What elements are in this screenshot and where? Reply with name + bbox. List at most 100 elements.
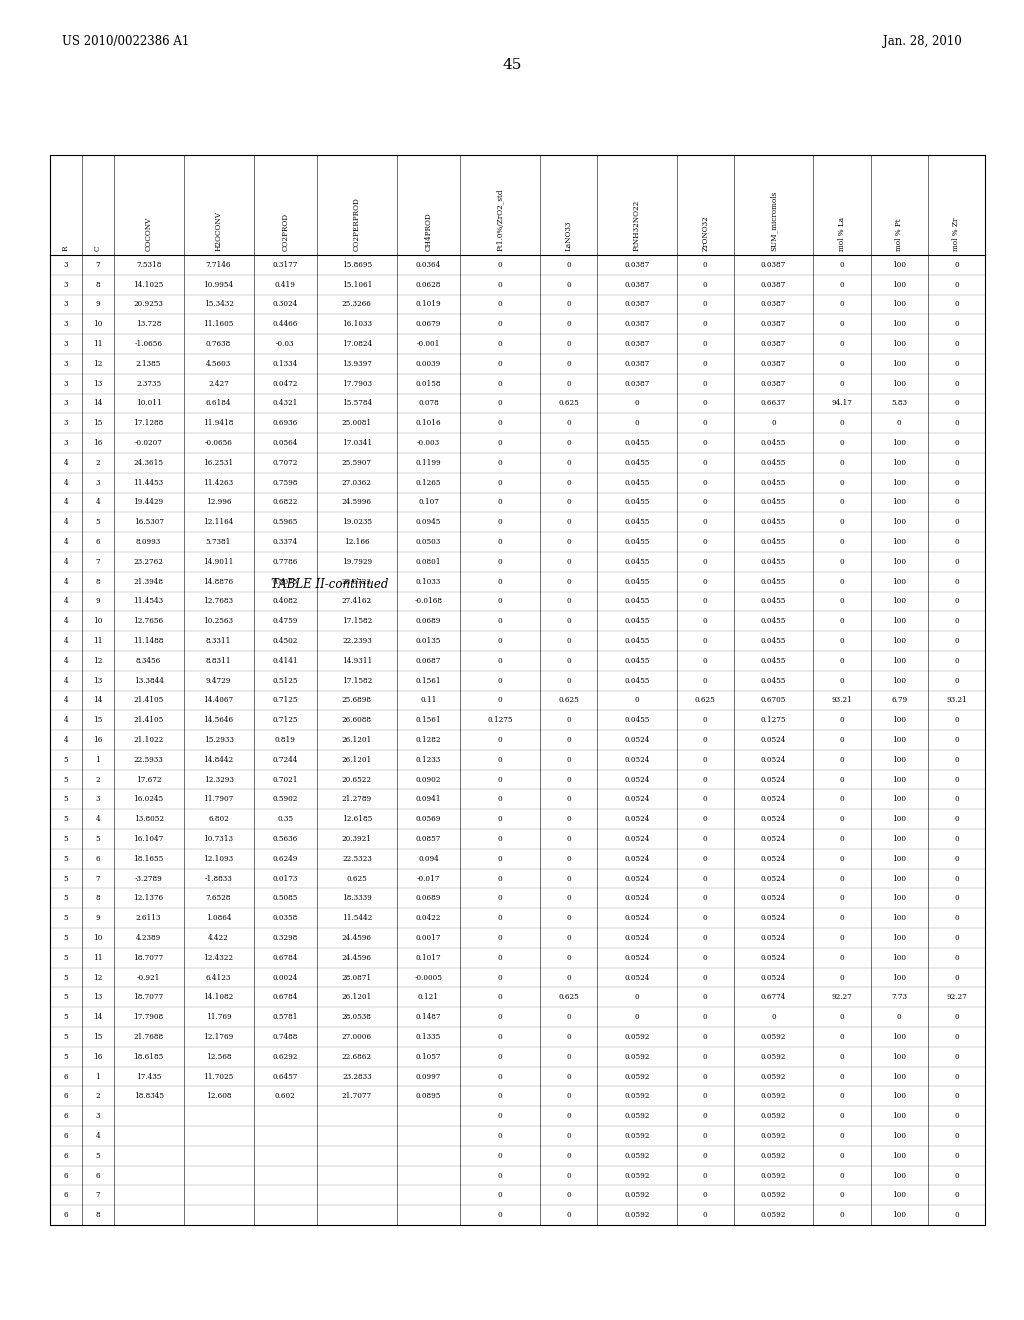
Text: 0: 0 xyxy=(702,1133,708,1140)
Text: 0: 0 xyxy=(566,1073,570,1081)
Text: 93.21: 93.21 xyxy=(946,697,967,705)
Text: 0: 0 xyxy=(840,261,844,269)
Text: 0: 0 xyxy=(702,895,708,903)
Text: 5: 5 xyxy=(63,1034,69,1041)
Text: 0: 0 xyxy=(954,420,958,428)
Text: 100: 100 xyxy=(892,717,906,725)
Text: 0.0592: 0.0592 xyxy=(624,1053,649,1061)
Text: 0: 0 xyxy=(954,558,958,566)
Text: 0: 0 xyxy=(954,717,958,725)
Text: -0.03: -0.03 xyxy=(276,341,295,348)
Text: 6: 6 xyxy=(63,1152,69,1160)
Text: 14: 14 xyxy=(93,1014,102,1022)
Text: 0: 0 xyxy=(840,499,844,507)
Text: 0.0592: 0.0592 xyxy=(624,1073,649,1081)
Text: 6: 6 xyxy=(63,1113,69,1121)
Text: 0: 0 xyxy=(566,1014,570,1022)
Text: 15.1061: 15.1061 xyxy=(342,281,372,289)
Text: 0: 0 xyxy=(702,400,708,408)
Text: 3: 3 xyxy=(63,281,69,289)
Text: 0.1233: 0.1233 xyxy=(416,756,441,764)
Text: 0.0387: 0.0387 xyxy=(761,261,786,269)
Text: 0.0524: 0.0524 xyxy=(761,756,786,764)
Text: 0.7125: 0.7125 xyxy=(272,717,298,725)
Text: 0.0387: 0.0387 xyxy=(625,301,649,309)
Text: 0: 0 xyxy=(566,1172,570,1180)
Text: 4: 4 xyxy=(63,677,69,685)
Text: 22.5323: 22.5323 xyxy=(342,855,372,863)
Text: 12.4322: 12.4322 xyxy=(204,954,233,962)
Text: 0.6249: 0.6249 xyxy=(272,855,298,863)
Text: 0.0387: 0.0387 xyxy=(625,380,649,388)
Text: 12.996: 12.996 xyxy=(206,499,231,507)
Text: 18.7077: 18.7077 xyxy=(133,994,164,1002)
Text: 0: 0 xyxy=(702,796,708,804)
Text: Pt1.0%/ZrO2_std: Pt1.0%/ZrO2_std xyxy=(496,189,504,251)
Text: 0: 0 xyxy=(566,1192,570,1200)
Text: 0.0689: 0.0689 xyxy=(416,618,441,626)
Text: 14.1025: 14.1025 xyxy=(133,281,164,289)
Text: 17.435: 17.435 xyxy=(136,1073,161,1081)
Text: 0: 0 xyxy=(954,380,958,388)
Text: 5: 5 xyxy=(63,954,69,962)
Text: 0: 0 xyxy=(566,895,570,903)
Text: 100: 100 xyxy=(892,1172,906,1180)
Text: 0: 0 xyxy=(566,321,570,329)
Text: 21.4105: 21.4105 xyxy=(133,717,164,725)
Text: 12.568: 12.568 xyxy=(206,1053,231,1061)
Text: 12.1376: 12.1376 xyxy=(133,895,164,903)
Text: 92.27: 92.27 xyxy=(831,994,852,1002)
Text: 0: 0 xyxy=(498,261,503,269)
Text: 7: 7 xyxy=(95,875,100,883)
Text: 100: 100 xyxy=(892,459,906,467)
Text: 10.7313: 10.7313 xyxy=(204,836,233,843)
Text: 0: 0 xyxy=(498,915,503,923)
Text: 0.0997: 0.0997 xyxy=(416,1073,441,1081)
Text: 0: 0 xyxy=(566,677,570,685)
Text: 5: 5 xyxy=(63,974,69,982)
Text: 0: 0 xyxy=(566,1034,570,1041)
Text: 0: 0 xyxy=(954,756,958,764)
Text: 0.0592: 0.0592 xyxy=(761,1113,786,1121)
Text: -0.921: -0.921 xyxy=(137,974,161,982)
Text: 9: 9 xyxy=(95,301,100,309)
Text: 0: 0 xyxy=(635,1014,639,1022)
Text: 0: 0 xyxy=(840,578,844,586)
Text: 0: 0 xyxy=(840,1192,844,1200)
Text: 0: 0 xyxy=(566,1152,570,1160)
Text: 0: 0 xyxy=(702,281,708,289)
Text: 0.0387: 0.0387 xyxy=(625,341,649,348)
Text: 0.6774: 0.6774 xyxy=(761,994,786,1002)
Text: 0: 0 xyxy=(566,638,570,645)
Text: 28.0538: 28.0538 xyxy=(342,1014,372,1022)
Text: 11.769: 11.769 xyxy=(206,1014,231,1022)
Text: 0: 0 xyxy=(840,915,844,923)
Text: 18.1655: 18.1655 xyxy=(133,855,164,863)
Text: 0.1282: 0.1282 xyxy=(416,737,441,744)
Text: 0.0689: 0.0689 xyxy=(416,895,441,903)
Text: 100: 100 xyxy=(892,1152,906,1160)
Text: 0: 0 xyxy=(702,717,708,725)
Text: 6: 6 xyxy=(63,1093,69,1101)
Text: 0.0455: 0.0455 xyxy=(624,558,649,566)
Text: 11.7907: 11.7907 xyxy=(204,796,233,804)
Text: 11.7025: 11.7025 xyxy=(204,1073,233,1081)
Text: 0.0455: 0.0455 xyxy=(624,539,649,546)
Text: 0: 0 xyxy=(702,440,708,447)
Text: mol % La: mol % La xyxy=(838,216,846,251)
Text: 10: 10 xyxy=(93,618,102,626)
Text: 0.0455: 0.0455 xyxy=(761,638,786,645)
Text: 0.3298: 0.3298 xyxy=(272,935,298,942)
Text: 7: 7 xyxy=(95,558,100,566)
Text: 11.5442: 11.5442 xyxy=(342,915,372,923)
Text: 3: 3 xyxy=(63,420,69,428)
Text: 0: 0 xyxy=(566,558,570,566)
Text: 12.608: 12.608 xyxy=(206,1093,231,1101)
Text: 10.2563: 10.2563 xyxy=(204,618,233,626)
Text: 0: 0 xyxy=(566,578,570,586)
Text: 100: 100 xyxy=(892,578,906,586)
Text: COCONV: COCONV xyxy=(144,216,153,251)
Text: 0.0455: 0.0455 xyxy=(761,479,786,487)
Text: 4: 4 xyxy=(63,539,69,546)
Text: 0.3024: 0.3024 xyxy=(272,301,298,309)
